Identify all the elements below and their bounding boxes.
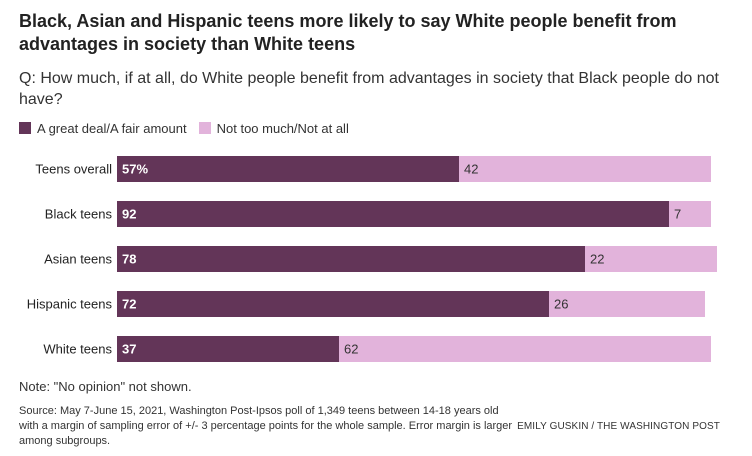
bar-agree [117, 291, 549, 317]
data-label-disagree: 26 [554, 297, 568, 312]
legend-swatch-disagree [198, 122, 211, 134]
legend-item-disagree: Not too much/Not at all [198, 120, 349, 136]
category-label: Asian teens [44, 252, 112, 267]
survey-question: Q: How much, if at all, do White people … [19, 70, 719, 108]
bar-agree [117, 201, 669, 227]
bar-agree [117, 336, 339, 362]
data-label-disagree: 7 [674, 207, 681, 222]
legend-item-agree: A great deal/A fair amount [19, 121, 187, 136]
bar-disagree [549, 291, 705, 317]
data-label-agree: 78 [122, 252, 136, 267]
legend-swatch-agree [19, 122, 31, 134]
data-label-agree: 72 [122, 297, 136, 312]
bar-disagree [459, 156, 711, 182]
bar-disagree [339, 336, 711, 362]
data-label-disagree: 62 [344, 342, 358, 357]
data-label-agree: 37 [122, 342, 136, 357]
legend-label-agree: A great deal/A fair amount [37, 120, 187, 136]
credit: EMILY GUSKIN / THE WASHINGTON POST [517, 421, 720, 432]
bar-agree [117, 156, 459, 182]
bar-disagree [585, 246, 717, 272]
category-label: Hispanic teens [27, 297, 113, 312]
category-label: Teens overall [35, 162, 112, 177]
note: Note: "No opinion" not shown. [19, 379, 192, 394]
data-label-agree: 92 [122, 207, 136, 222]
source-text: Source: May 7-June 15, 2021, Washington … [19, 405, 513, 447]
data-label-agree: 57% [122, 162, 148, 177]
legend-label-disagree: Not too much/Not at all [216, 120, 349, 136]
bar-disagree [669, 201, 711, 227]
category-label: Black teens [45, 207, 113, 222]
chart-title: Black, Asian and Hispanic teens more lik… [19, 11, 677, 54]
stacked-bar-chart: Teens overall 57% 42 Black teens 92 7 Asian te… [27, 156, 717, 362]
legend: A great deal/A fair amount Not too much/… [19, 120, 361, 136]
data-label-disagree: 42 [464, 162, 478, 177]
data-label-disagree: 22 [590, 252, 604, 267]
category-label: White teens [43, 342, 112, 357]
bar-agree [117, 246, 585, 272]
